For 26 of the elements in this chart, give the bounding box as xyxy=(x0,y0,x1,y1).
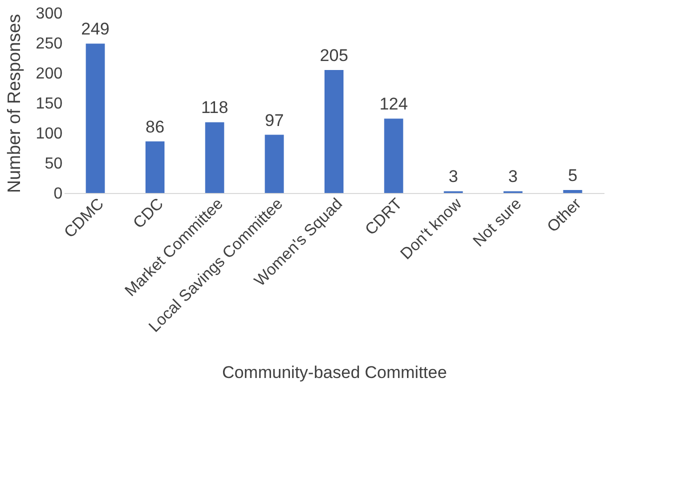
y-tick-label: 100 xyxy=(36,126,63,142)
data-label: 118 xyxy=(201,98,228,118)
y-axis-title: Number of Responses xyxy=(4,14,24,194)
y-tick-label: 250 xyxy=(36,36,63,52)
bar xyxy=(205,122,224,193)
bar xyxy=(145,141,164,193)
bar xyxy=(264,134,284,193)
data-label: 3 xyxy=(448,167,458,186)
data-label: 5 xyxy=(568,166,578,185)
data-label: 3 xyxy=(508,167,518,186)
data-label: 205 xyxy=(320,46,348,65)
data-label: 249 xyxy=(81,20,110,39)
bar xyxy=(384,118,404,193)
bar xyxy=(324,70,344,193)
y-tick-label: 300 xyxy=(36,6,63,22)
bar xyxy=(86,44,105,193)
x-axis-title: Community-based Committee xyxy=(222,363,447,382)
data-label: 124 xyxy=(379,94,408,114)
y-tick-label: 150 xyxy=(36,96,63,112)
y-tick-label: 200 xyxy=(36,66,63,82)
data-label: 97 xyxy=(264,110,284,130)
y-tick-label: 50 xyxy=(44,156,63,172)
data-label: 86 xyxy=(146,117,164,136)
y-tick-label: 0 xyxy=(54,186,63,202)
x-tick-label: Not sure xyxy=(470,195,526,250)
bar xyxy=(563,190,582,193)
